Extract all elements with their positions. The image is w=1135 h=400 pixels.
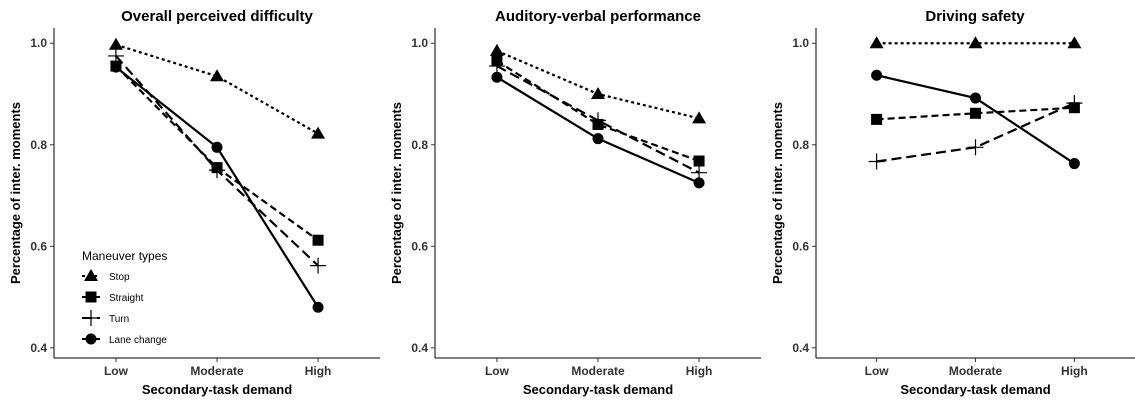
- data-point-lane-change: [970, 92, 981, 104]
- legend-marker-stop: [84, 269, 98, 281]
- x-tick-label: High: [305, 364, 332, 378]
- x-axis-label: Secondary-task demand: [523, 382, 673, 397]
- legend-marker-straight: [85, 291, 97, 303]
- chart-title: Driving safety: [925, 8, 1025, 25]
- data-point-turn: [209, 162, 225, 179]
- legend-label: Straight: [109, 293, 144, 304]
- data-point-straight: [871, 113, 883, 125]
- panel-1: Overall perceived difficulty 0.4 0.6 0.8 1.0…: [8, 8, 380, 397]
- data-point-stop: [108, 37, 123, 50]
- y-tick-label: 1.0: [411, 36, 428, 50]
- y-tick-label: 0.8: [30, 138, 47, 152]
- data-point-straight: [693, 155, 705, 167]
- x-axis-label: Secondary-task demand: [900, 382, 1050, 397]
- legend-label: Stop: [109, 272, 130, 283]
- data-point-turn: [1066, 95, 1083, 112]
- data-point-turn: [590, 112, 606, 129]
- y-tick-label: 0.8: [411, 138, 428, 152]
- data-point-lane-change: [312, 301, 324, 313]
- x-tick-label: Moderate: [571, 364, 625, 378]
- y-tick-label: 0.4: [792, 341, 809, 355]
- x-tick-label: Moderate: [949, 364, 1003, 378]
- data-point-turn: [967, 139, 984, 156]
- series-line-stop: [115, 43, 319, 135]
- x-tick-label: High: [1061, 364, 1088, 378]
- data-point-turn: [868, 153, 885, 170]
- series-line-lane-change: [115, 66, 319, 308]
- y-tick-label: 0.4: [411, 341, 428, 355]
- legend-marker-turn: [83, 310, 99, 326]
- legend-title: Maneuver types: [82, 249, 167, 263]
- x-tick-label: Low: [485, 364, 510, 378]
- data-point-turn: [310, 257, 327, 274]
- x-tick-label: Moderate: [190, 364, 244, 378]
- data-point-stop: [210, 69, 224, 82]
- legend-marker-lane-change: [85, 333, 97, 345]
- x-axis-label: Secondary-task demand: [142, 382, 292, 397]
- legend-label: Turn: [109, 314, 129, 325]
- chart-title: Auditory-verbal performance: [495, 8, 701, 25]
- data-point-stop: [869, 36, 884, 49]
- x-tick-label: Low: [865, 364, 890, 378]
- panel-3: Driving safety 0.4 0.6 0.8 1.0 Low Moderate Hig…: [770, 8, 1135, 397]
- panel-2: Auditory-verbal performance 0.4 0.6 0.8 1.0 L…: [389, 8, 761, 397]
- x-tick-label: Low: [104, 364, 129, 378]
- y-tick-label: 0.8: [792, 138, 809, 152]
- y-tick-label: 0.6: [411, 239, 428, 253]
- y-tick-label: 1.0: [792, 36, 809, 50]
- data-point-lane-change: [110, 61, 122, 73]
- y-tick-label: 0.4: [30, 341, 47, 355]
- data-point-stop: [1067, 36, 1082, 49]
- y-tick-label: 0.6: [792, 239, 809, 253]
- legend: Maneuver types Stop Straight Turn Lane chang…: [82, 249, 167, 346]
- series-line-stop: [496, 49, 700, 120]
- data-point-stop: [311, 126, 326, 139]
- data-point-turn: [107, 47, 124, 64]
- data-point-lane-change: [693, 177, 705, 189]
- series-line-turn: [115, 55, 319, 267]
- x-tick-label: High: [686, 364, 713, 378]
- y-tick-label: 1.0: [30, 36, 47, 50]
- y-tick-label: 0.6: [30, 239, 47, 253]
- data-point-straight: [970, 107, 981, 119]
- y-axis-label: Percentage of inter. moments: [770, 102, 785, 284]
- data-point-turn: [488, 58, 505, 75]
- data-point-stop: [968, 36, 983, 49]
- y-axis-label: Percentage of inter. moments: [8, 102, 23, 284]
- chart-title: Overall perceived difficulty: [121, 8, 313, 25]
- data-point-lane-change: [592, 133, 604, 145]
- data-point-lane-change: [871, 69, 883, 81]
- series-line-straight: [496, 60, 700, 163]
- data-point-straight: [312, 234, 324, 246]
- data-point-lane-change: [491, 71, 503, 83]
- data-point-lane-change: [1068, 158, 1080, 170]
- data-point-stop: [489, 43, 504, 56]
- data-point-stop: [692, 111, 707, 124]
- legend-label: Lane change: [109, 335, 167, 346]
- data-point-stop: [591, 87, 605, 99]
- y-axis-label: Percentage of inter. moments: [389, 102, 404, 284]
- data-point-lane-change: [211, 141, 223, 153]
